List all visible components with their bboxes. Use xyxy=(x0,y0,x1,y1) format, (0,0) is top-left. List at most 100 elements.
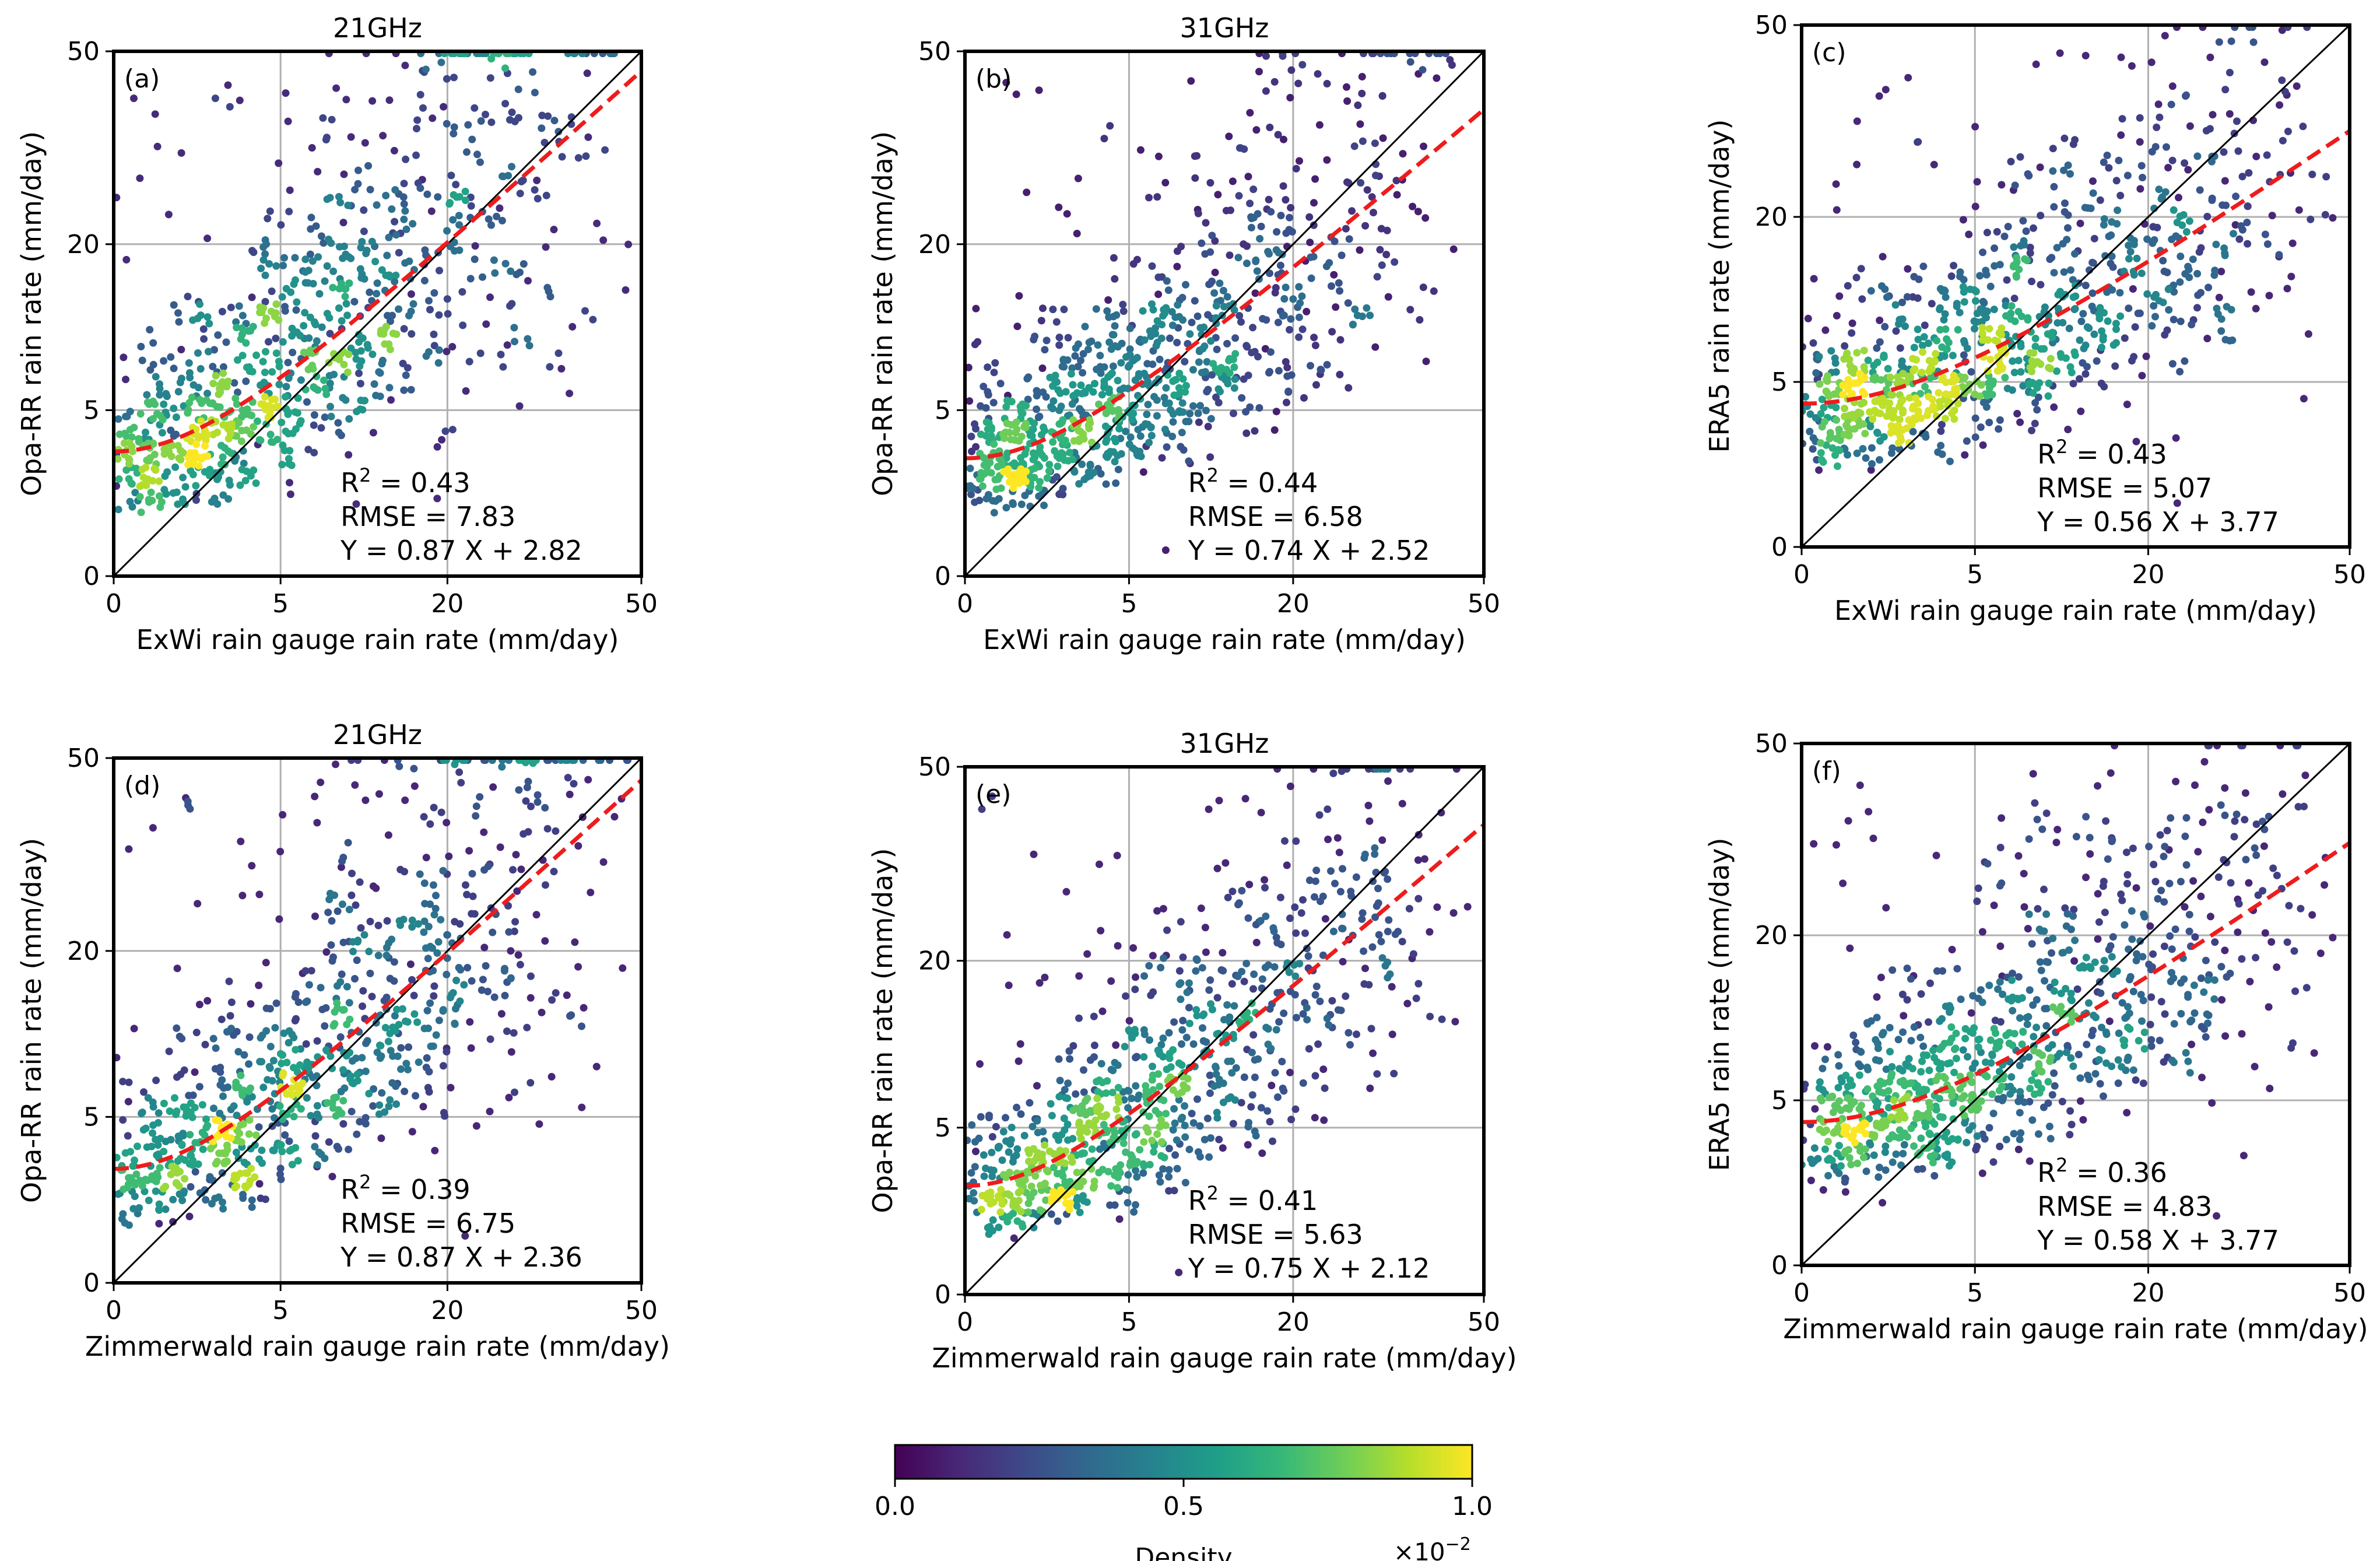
scatter-point xyxy=(1275,1018,1283,1026)
scatter-point xyxy=(2044,392,2052,400)
scatter-point xyxy=(323,310,331,318)
scatter-point xyxy=(1839,391,1847,399)
x-tick-label: 50 xyxy=(625,1296,658,1325)
scatter-point xyxy=(1388,983,1396,991)
scatter-point xyxy=(156,391,164,399)
scatter-point xyxy=(366,969,374,977)
scatter-point xyxy=(266,430,275,439)
scatter-point xyxy=(2050,269,2058,277)
scatter-point xyxy=(984,1190,992,1197)
scatter-point xyxy=(362,1039,370,1047)
scatter-point xyxy=(321,384,329,392)
scatter-point xyxy=(185,1212,194,1220)
scatter-point xyxy=(238,413,245,421)
scatter-point xyxy=(1958,383,1967,391)
r2-prefix: R xyxy=(340,467,359,499)
panel-label: (b) xyxy=(975,64,1012,94)
scatter-point xyxy=(303,1094,311,1102)
scatter-point xyxy=(2153,123,2161,131)
scatter-point xyxy=(1414,208,1422,216)
scatter-point xyxy=(2151,878,2160,886)
scatter-point xyxy=(2123,171,2132,180)
y-axis-label: Opa-RR rain rate (mm/day) xyxy=(16,838,47,1203)
scatter-point xyxy=(2107,769,2115,777)
scatter-point xyxy=(275,380,283,388)
scatter-point xyxy=(1180,446,1188,454)
scatter-point xyxy=(2137,162,2146,170)
scatter-point xyxy=(172,430,180,439)
scatter-point xyxy=(1305,213,1314,221)
scatter-point xyxy=(1420,855,1428,863)
scatter-point xyxy=(2029,389,2037,397)
scatter-point xyxy=(1274,1093,1282,1101)
scatter-point xyxy=(349,948,357,956)
scatter-point xyxy=(1159,1053,1167,1061)
scatter-point xyxy=(2215,38,2223,46)
scatter-point xyxy=(149,1129,157,1137)
scatter-point xyxy=(2024,170,2032,178)
scatter-point xyxy=(1169,1046,1177,1054)
scatter-point xyxy=(154,1141,162,1149)
scatter-point xyxy=(472,812,480,820)
scatter-point xyxy=(386,273,394,281)
scatter-point xyxy=(1929,402,1937,411)
scatter-point xyxy=(493,212,501,220)
scatter-point xyxy=(268,395,276,404)
scatter-point xyxy=(152,373,160,381)
scatter-point xyxy=(1068,364,1076,372)
scatter-point xyxy=(1069,381,1077,389)
scatter-point xyxy=(329,267,338,275)
scatter-point xyxy=(1345,1029,1353,1037)
scatter-point xyxy=(1078,1102,1086,1110)
scatter-point xyxy=(422,352,430,360)
scatter-point xyxy=(254,417,261,425)
scatter-point xyxy=(297,376,305,384)
scatter-point xyxy=(2300,802,2308,811)
scatter-point xyxy=(270,1146,278,1155)
scatter-point xyxy=(386,1096,394,1104)
scatter-point xyxy=(1949,377,1957,385)
scatter-point xyxy=(390,977,398,985)
scatter-point xyxy=(1077,356,1084,364)
scatter-point xyxy=(1058,363,1066,370)
scatter-point xyxy=(187,1183,195,1191)
scatter-point xyxy=(233,324,241,332)
scatter-point xyxy=(1019,472,1027,480)
scatter-point xyxy=(999,1128,1008,1136)
scatter-point xyxy=(1269,1137,1276,1145)
scatter-point xyxy=(2129,844,2137,853)
scatter-point xyxy=(2329,934,2337,942)
scatter-point xyxy=(255,436,264,444)
scatter-point xyxy=(584,133,592,141)
scatter-point xyxy=(2014,973,2023,981)
scatter-point xyxy=(1119,307,1128,315)
scatter-point xyxy=(1128,1033,1136,1041)
scatter-point xyxy=(302,998,310,1006)
scatter-point xyxy=(1040,423,1048,432)
scatter-point xyxy=(291,408,299,416)
scatter-point xyxy=(185,359,193,367)
scatter-point xyxy=(468,977,476,985)
scatter-point xyxy=(1918,369,1926,377)
x-tick-label: 5 xyxy=(272,1296,289,1325)
scatter-point xyxy=(1282,196,1290,204)
scatter-point xyxy=(2287,1044,2295,1052)
scatter-point xyxy=(2109,341,2118,349)
scatter-point xyxy=(1925,367,1933,376)
scatter-point xyxy=(1013,1145,1021,1153)
scatter-point xyxy=(447,171,455,180)
scatter-point xyxy=(356,380,364,388)
scatter-point xyxy=(2197,974,2205,983)
scatter-point xyxy=(1025,1157,1033,1166)
scatter-point xyxy=(1023,188,1031,197)
scatter-point xyxy=(2104,317,2112,325)
scatter-point xyxy=(345,999,353,1007)
scatter-point xyxy=(441,1112,449,1120)
scatter-point xyxy=(1335,279,1343,287)
panel-title: 21GHz xyxy=(333,719,422,750)
scatter-point xyxy=(466,275,475,283)
scatter-point xyxy=(1020,423,1028,431)
scatter-point xyxy=(1152,342,1160,350)
scatter-point xyxy=(1228,1069,1236,1077)
scatter-point xyxy=(226,103,234,111)
